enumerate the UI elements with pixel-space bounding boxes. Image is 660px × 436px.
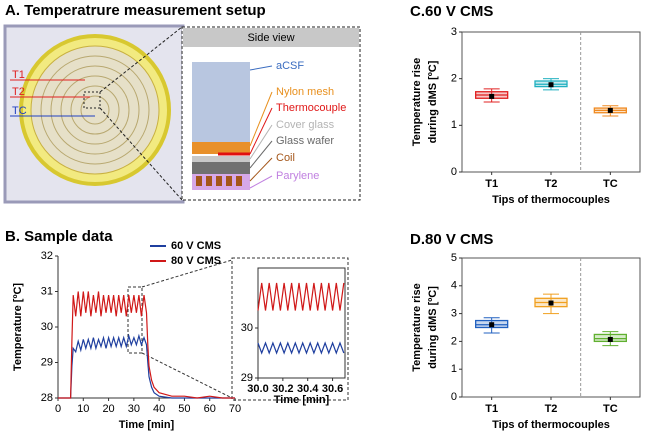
mean-marker — [489, 322, 495, 328]
x-axis-label: Tips of thermocouples — [492, 419, 610, 431]
series-line — [257, 341, 345, 355]
y-axis-label: Temperature rise — [411, 283, 423, 371]
x-tick-label: TC — [603, 403, 618, 415]
y-tick-label: 30 — [41, 321, 53, 333]
side-view-title: Side view — [247, 32, 294, 44]
x-tick-label: 20 — [102, 403, 114, 415]
y-axis-label: Temperature rise — [411, 58, 423, 146]
y-tick-label: 32 — [41, 250, 53, 262]
thermocouple-label: T1 — [12, 69, 25, 81]
layer-arrow — [249, 107, 273, 155]
panel-title: A. Temperatrure measurement setup — [5, 2, 266, 19]
legend-label: 60 V CMS — [171, 240, 221, 252]
x-axis-label: Time [min] — [119, 419, 175, 431]
series-line — [58, 291, 235, 399]
layer-arrow — [249, 157, 273, 182]
y-tick-label: 0 — [451, 166, 457, 178]
layer-label: Parylene — [276, 170, 319, 182]
y-tick-label: 1 — [451, 119, 457, 131]
mean-marker — [548, 82, 554, 88]
series-line — [257, 282, 345, 311]
y-axis-label: Temperature [ºC] — [12, 283, 24, 371]
chart-title: D.80 V CMS — [410, 231, 493, 248]
y-axis-label: during dMS [ºC] — [427, 286, 439, 369]
layer-label: aCSF — [276, 60, 304, 72]
x-tick-label: 10 — [77, 403, 89, 415]
y-tick-label: 30 — [241, 322, 253, 334]
y-tick-label: 28 — [41, 392, 53, 404]
y-tick-label: 5 — [451, 252, 457, 264]
layer-arrow — [249, 65, 273, 71]
y-tick-label: 29 — [241, 372, 253, 384]
x-axis-label: Tips of thermocouples — [492, 194, 610, 206]
x-tick-label: 30.0 — [247, 383, 268, 395]
side-view-header — [183, 28, 359, 47]
x-tick-label: 60 — [204, 403, 216, 415]
y-tick-label: 0 — [451, 391, 457, 403]
y-tick-label: 31 — [41, 285, 53, 297]
y-tick-label: 4 — [451, 280, 457, 292]
y-axis-label: during dMS [ºC] — [427, 60, 439, 143]
layer-label: Coil — [276, 152, 295, 164]
mean-marker — [548, 300, 554, 306]
chart-title: B. Sample data — [5, 228, 113, 245]
x-tick-label: T1 — [485, 178, 498, 190]
mean-marker — [607, 107, 613, 113]
y-tick-label: 2 — [451, 335, 457, 347]
x-tick-label: 30.6 — [322, 383, 343, 395]
x-tick-label: 50 — [178, 403, 190, 415]
inset-frame — [257, 267, 346, 379]
x-axis-label: Time [min] — [274, 394, 330, 406]
series-line — [58, 333, 235, 399]
layer-label: Cover glass — [276, 119, 335, 131]
x-tick-label: TC — [603, 178, 618, 190]
layer-label: Nylon mesh — [276, 86, 334, 98]
y-tick-label: 29 — [41, 356, 53, 368]
layer-stack — [192, 62, 250, 190]
layer-label: Thermocouple — [276, 102, 346, 114]
layer-arrow — [249, 175, 273, 189]
y-tick-label: 3 — [451, 26, 457, 38]
electrode-disc — [10, 26, 183, 201]
layer-arrow — [249, 140, 273, 169]
thermocouple-label: TC — [12, 105, 27, 117]
x-tick-label: 70 — [229, 403, 241, 415]
thermocouple-label: T2 — [12, 86, 25, 98]
y-tick-label: 1 — [451, 363, 457, 375]
chart-title: C.60 V CMS — [410, 3, 493, 20]
x-tick-label: T2 — [545, 178, 558, 190]
x-tick-label: 0 — [55, 403, 61, 415]
zoom-guide — [127, 257, 349, 401]
layer-arrow — [249, 91, 273, 147]
y-tick-label: 2 — [451, 73, 457, 85]
x-tick-label: 40 — [153, 403, 165, 415]
x-tick-label: 30 — [128, 403, 140, 415]
x-tick-label: 30.4 — [297, 383, 319, 395]
layer-arrow — [249, 124, 273, 160]
y-tick-label: 3 — [451, 308, 457, 320]
x-tick-label: T1 — [485, 403, 498, 415]
layer-label: Glass wafer — [276, 135, 334, 147]
legend-label: 80 V CMS — [171, 255, 221, 267]
x-tick-label: 30.2 — [272, 383, 293, 395]
mean-marker — [489, 93, 495, 99]
x-tick-label: T2 — [545, 403, 558, 415]
mean-marker — [607, 336, 613, 342]
